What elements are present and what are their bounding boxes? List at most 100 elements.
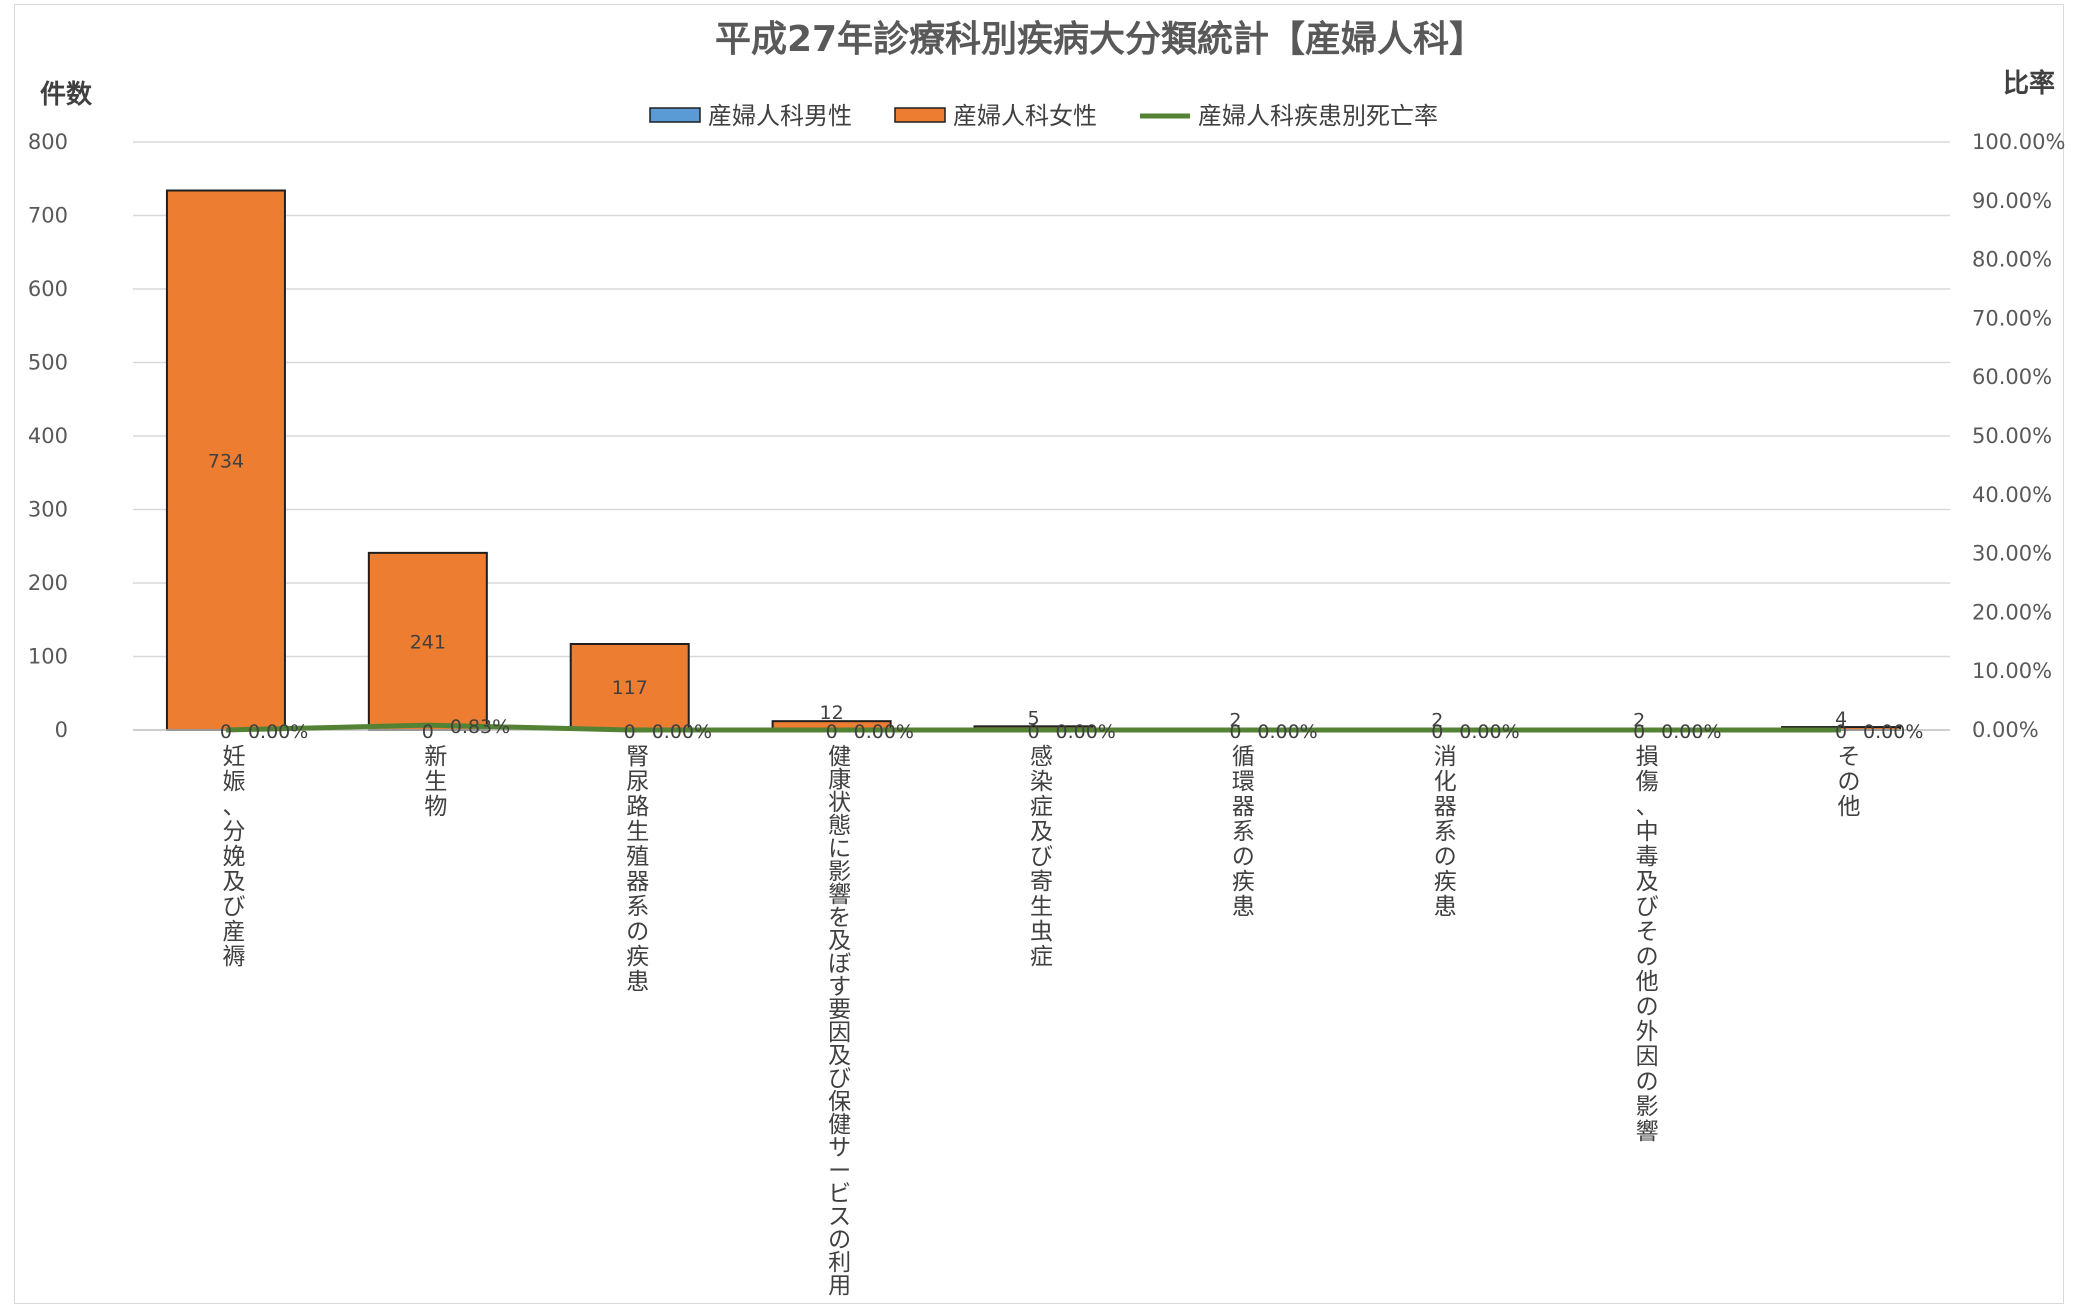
legend-swatch-male: [649, 107, 701, 123]
y-tick-label: 400: [28, 424, 68, 448]
category-label-char: 患: [1434, 894, 1457, 920]
category-label-char: ー: [828, 1158, 851, 1184]
chart-title: 平成27年診療科別疾病大分類統計【産婦人科】: [715, 19, 1485, 60]
category-label-char: の: [1636, 944, 1659, 970]
category-label-char: 褥: [222, 944, 245, 970]
data-label-female: 2: [1229, 710, 1241, 732]
category-label-char: び: [1636, 894, 1659, 920]
y2-tick-label: 100.00%: [1972, 130, 2065, 154]
y2-tick-label: 90.00%: [1972, 189, 2052, 213]
category-label-char: 響: [1636, 1119, 1659, 1145]
data-label-male: 0: [422, 721, 434, 743]
data-label-male: 0: [826, 721, 838, 743]
category-label-char: 生: [626, 819, 649, 845]
category-label-char: 要: [828, 997, 851, 1023]
data-label-female: 2: [1633, 710, 1645, 732]
category-label-char: 、: [1636, 794, 1659, 820]
y2-tick-label: 70.00%: [1972, 306, 2052, 330]
category-label-char: の: [1636, 1069, 1659, 1095]
data-label-male: 0: [1431, 721, 1443, 743]
legend-label-mortality: 産婦人科疾患別死亡率: [1198, 102, 1438, 130]
y-tick-label: 600: [28, 277, 68, 301]
category-label-char: の: [1838, 769, 1861, 795]
y2-tick-label: 80.00%: [1972, 248, 2052, 272]
category-label-char: 化: [1434, 769, 1457, 795]
category-label: 新生物: [424, 744, 447, 820]
category-label-char: 妊: [222, 744, 245, 770]
y2-tick-label: 40.00%: [1972, 483, 2052, 507]
category-label-char: 器: [1232, 794, 1255, 820]
y-tick-label: 500: [28, 351, 68, 375]
category-label-char: 生: [1030, 894, 1053, 920]
category-labels: 妊娠、分娩及び産褥新生物腎尿路生殖器系の疾患健康状態に影響を及ぼす要因及び保健サ…: [222, 744, 1860, 1299]
category-label-char: 及: [1030, 819, 1053, 845]
data-label-mortality: 0.00%: [854, 721, 914, 743]
data-label-mortality: 0.00%: [1257, 721, 1317, 743]
category-label-char: 殖: [626, 844, 649, 870]
mortality-line: [225, 722, 1842, 733]
data-label-mortality: 0.00%: [1459, 721, 1519, 743]
category-label-char: 寄: [1030, 869, 1053, 895]
category-label-char: 疾: [626, 944, 649, 970]
category-label-char: 態: [828, 813, 851, 839]
category-label-char: 及: [828, 928, 851, 954]
category-label-char: を: [828, 905, 851, 931]
data-label-female: 4: [1835, 708, 1847, 730]
y2-tick-label: 60.00%: [1972, 365, 2052, 389]
data-label-female: 5: [1027, 707, 1039, 729]
category-label-char: 健: [828, 1112, 851, 1138]
category-label: その他: [1838, 744, 1861, 820]
data-label-mortality: 0.00%: [1661, 721, 1721, 743]
y2-tick-label: 10.00%: [1972, 659, 2052, 683]
category-label-char: 響: [828, 882, 851, 908]
data-label-female: 2: [1431, 710, 1443, 732]
y-tick-label: 300: [28, 498, 68, 522]
category-label-char: 患: [626, 969, 649, 995]
category-label-char: 生: [424, 769, 447, 795]
y2-axis-title: 比率: [2003, 68, 2055, 99]
category-label-char: 患: [1232, 894, 1255, 920]
category-label-char: の: [1434, 844, 1457, 870]
category-label-char: そ: [1636, 919, 1659, 945]
mortality-line-path: [225, 722, 1842, 733]
category-label-char: 他: [1838, 794, 1861, 820]
category-label-char: 消: [1434, 744, 1457, 770]
category-label-char: 傷: [1636, 769, 1659, 795]
category-label-char: 路: [626, 794, 649, 820]
category-label-char: 器: [1434, 794, 1457, 820]
data-label-male: 0: [624, 721, 636, 743]
category-label-char: 系: [626, 894, 649, 920]
category-label-char: 新: [424, 744, 447, 770]
category-label-char: に: [828, 836, 851, 862]
data-label-female: 734: [208, 450, 244, 472]
category-label-char: 器: [626, 869, 649, 895]
category-label-char: 腎: [626, 744, 649, 770]
data-label-male: 0: [1633, 721, 1645, 743]
category-label-char: 及: [828, 1043, 851, 1069]
category-label-char: 娠: [222, 769, 245, 795]
category-label-char: の: [1636, 994, 1659, 1020]
y-axis-ticks: 0 100 200 300 400 500 600 700 800: [28, 130, 68, 742]
category-label-char: び: [222, 894, 245, 920]
category-label-char: 循: [1232, 744, 1255, 770]
y-tick-label: 800: [28, 130, 68, 154]
category-label-char: 因: [828, 1020, 851, 1046]
legend-swatch-female: [894, 107, 946, 123]
data-label-female: 241: [410, 631, 446, 653]
category-label-char: 外: [1636, 1019, 1659, 1045]
category-label-char: 影: [1636, 1094, 1659, 1120]
category-label-char: び: [828, 1066, 851, 1092]
category-label-char: す: [828, 974, 851, 1000]
category-label-char: 及: [222, 869, 245, 895]
category-label-char: 他: [1636, 969, 1659, 995]
y2-tick-label: 20.00%: [1972, 600, 2052, 624]
category-label-char: 及: [1636, 869, 1659, 895]
data-label-male: 0: [1229, 721, 1241, 743]
category-label-char: 保: [828, 1089, 851, 1115]
